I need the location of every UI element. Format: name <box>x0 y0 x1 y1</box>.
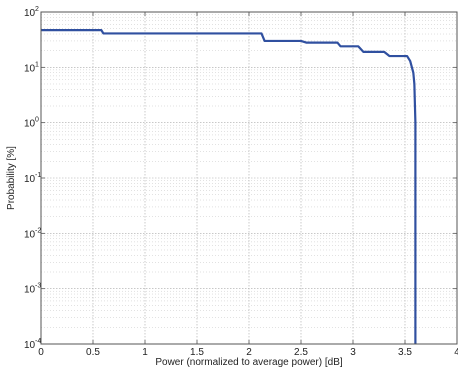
x-tick-label: 4 <box>454 347 458 358</box>
x-tick-label: 0.5 <box>86 347 100 358</box>
y-tick-exponent: -2 <box>35 227 41 234</box>
y-tick-exponent: 1 <box>35 61 39 68</box>
y-tick-exponent: -3 <box>35 283 41 290</box>
y-tick-label: 10 <box>24 340 36 351</box>
ticks: 0 0.5 1 1.5 2 2.5 3 3.5 410 -410 -310 -210 -110 010 11… <box>24 6 458 358</box>
y-tick-label: 10 <box>24 174 36 185</box>
y-tick-label: 10 <box>24 8 36 19</box>
x-axis-label: Power (normalized to average power) [dB] <box>155 357 343 368</box>
grid <box>41 12 457 344</box>
x-tick-label: 1.5 <box>190 347 204 358</box>
series-layer <box>41 29 417 344</box>
y-tick-exponent: -1 <box>35 172 41 179</box>
y-axis-label: Probability [%] <box>6 146 17 210</box>
y-tick-label: 10 <box>24 229 36 240</box>
y-tick-exponent: 0 <box>35 117 39 124</box>
y-tick-label: 10 <box>24 63 36 74</box>
x-tick-label: 3.5 <box>398 347 412 358</box>
y-tick-exponent: 2 <box>35 6 39 13</box>
x-tick-label: 1 <box>142 347 148 358</box>
x-tick-label: 2 <box>246 347 252 358</box>
y-tick-exponent: -4 <box>35 338 41 345</box>
x-tick-label: 0 <box>38 347 44 358</box>
y-tick-label: 10 <box>24 285 36 296</box>
y-tick-label: 10 <box>24 119 36 130</box>
x-tick-label: 2.5 <box>294 347 308 358</box>
ccdf-series-line <box>41 29 417 344</box>
x-tick-label: 3 <box>350 347 356 358</box>
